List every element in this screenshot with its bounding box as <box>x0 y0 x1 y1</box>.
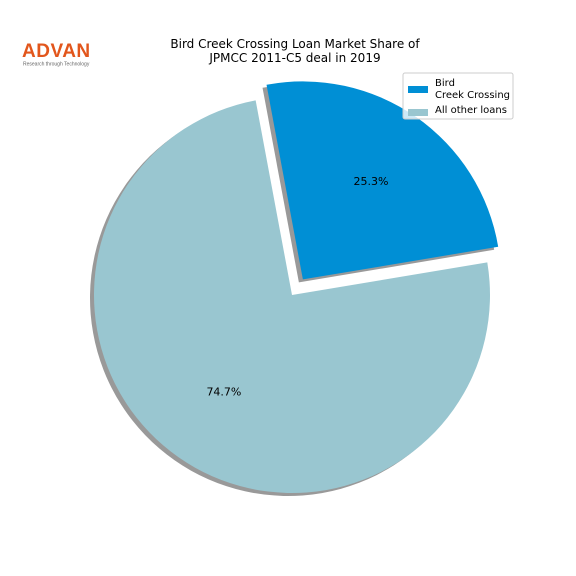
slice <box>94 100 490 494</box>
value-label: 25.3% <box>353 175 388 188</box>
legend-swatch <box>408 109 428 116</box>
legend-label: Bird Creek Crossing <box>435 78 510 101</box>
logo-text: ADVAN <box>22 41 91 62</box>
legend-box <box>402 72 514 120</box>
logo-tagline: Research through Technology <box>23 61 90 67</box>
legend: Bird Creek Crossing All other loans <box>402 72 514 120</box>
slice <box>266 81 499 280</box>
legend-swatch <box>408 86 428 93</box>
chart-title: Bird Creek Crossing Loan Market Share of… <box>170 37 420 65</box>
value-label: 74.7% <box>206 385 241 398</box>
legend-label: All other loans <box>435 105 507 116</box>
